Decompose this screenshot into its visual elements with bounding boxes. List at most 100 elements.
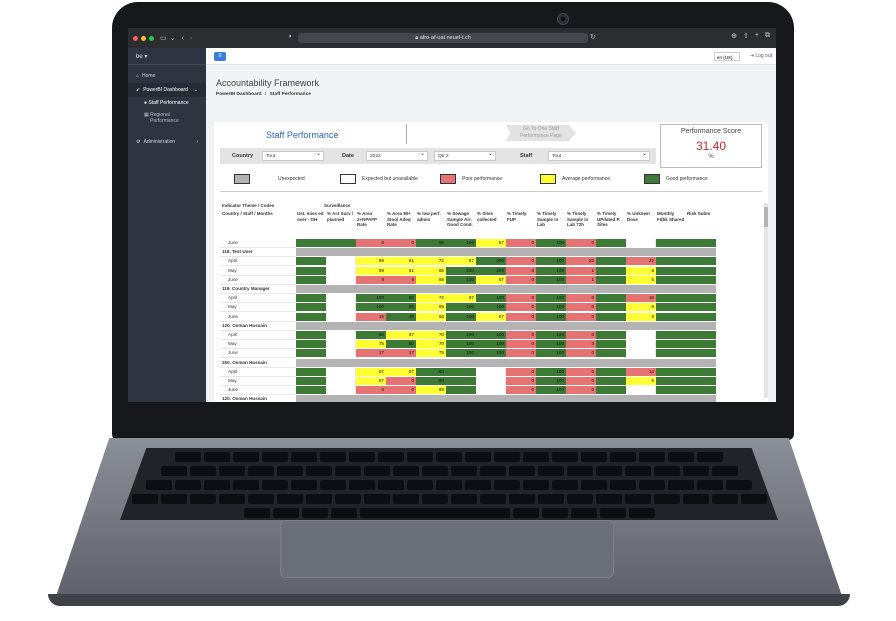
address-bar[interactable]: 🔒︎ afro-af-uat.neuel-t.ch bbox=[298, 33, 588, 43]
matrix-cell[interactable]: 100 bbox=[536, 331, 566, 339]
sidebar-icon[interactable]: ▭ bbox=[160, 35, 167, 42]
matrix-cell[interactable] bbox=[296, 257, 326, 266]
logout-button[interactable]: ⇥ Log out bbox=[750, 53, 772, 59]
matrix-cell[interactable]: 100 bbox=[536, 303, 566, 312]
matrix-cell[interactable] bbox=[326, 312, 356, 321]
sidebar-item-administration[interactable]: ⚙ Administration › bbox=[128, 135, 206, 149]
matrix-cell[interactable] bbox=[686, 239, 716, 247]
matrix-cell[interactable]: 61 bbox=[386, 266, 416, 275]
matrix-cell[interactable]: 0 bbox=[506, 367, 536, 376]
matrix-cell[interactable]: 9 bbox=[356, 275, 386, 284]
matrix-cell[interactable] bbox=[446, 386, 476, 395]
matrix-cell[interactable]: 100 bbox=[446, 303, 476, 312]
matrix-cell[interactable]: 0 bbox=[506, 239, 536, 247]
matrix-cell[interactable] bbox=[596, 349, 626, 358]
matrix-cell[interactable] bbox=[686, 294, 716, 303]
tabs-icon[interactable]: ⧉ bbox=[765, 32, 770, 39]
new-tab-icon[interactable]: + bbox=[754, 32, 759, 39]
matrix-cell[interactable]: 80 bbox=[416, 367, 446, 376]
matrix-cell[interactable]: 0 bbox=[506, 340, 536, 349]
matrix-cell[interactable] bbox=[596, 367, 626, 376]
matrix-cell[interactable] bbox=[656, 367, 686, 376]
matrix-cell[interactable]: 6 bbox=[626, 266, 656, 275]
matrix-cell[interactable] bbox=[656, 294, 686, 303]
matrix-cell[interactable]: 100 bbox=[536, 349, 566, 358]
matrix-cell[interactable]: 0 bbox=[566, 386, 596, 395]
matrix-cell[interactable]: 65 bbox=[416, 266, 446, 275]
matrix-cell[interactable]: 0 bbox=[506, 331, 536, 339]
matrix-cell[interactable] bbox=[596, 303, 626, 312]
matrix-cell[interactable] bbox=[686, 257, 716, 266]
matrix-cell[interactable] bbox=[596, 266, 626, 275]
menu-toggle-button[interactable]: ≡ bbox=[214, 52, 226, 61]
matrix-cell[interactable] bbox=[476, 377, 506, 385]
back-icon[interactable]: ‹ bbox=[181, 34, 184, 42]
matrix-cell[interactable]: 100 bbox=[476, 340, 506, 349]
matrix-cell[interactable]: 100 bbox=[356, 303, 386, 312]
country-select[interactable]: Tout bbox=[262, 150, 324, 161]
matrix-cell[interactable] bbox=[596, 312, 626, 321]
matrix-cell[interactable]: 100 bbox=[536, 340, 566, 349]
matrix-cell[interactable] bbox=[596, 331, 626, 339]
matrix-cell[interactable]: 6 bbox=[626, 303, 656, 312]
matrix-cell[interactable] bbox=[686, 266, 716, 275]
matrix-cell[interactable]: 17 bbox=[356, 349, 386, 358]
matrix-cell[interactable] bbox=[296, 340, 326, 349]
matrix-cell[interactable] bbox=[686, 377, 716, 385]
matrix-cell[interactable]: 59 bbox=[356, 266, 386, 275]
matrix-cell[interactable] bbox=[656, 303, 686, 312]
matrix-cell[interactable] bbox=[596, 239, 626, 247]
matrix-cell[interactable] bbox=[686, 340, 716, 349]
matrix-cell[interactable]: 15 bbox=[356, 312, 386, 321]
matrix-cell[interactable]: 100 bbox=[536, 386, 566, 395]
matrix-cell[interactable]: 100 bbox=[536, 275, 566, 284]
matrix-cell[interactable]: 14 bbox=[626, 367, 656, 376]
matrix-cell[interactable] bbox=[656, 257, 686, 266]
matrix-cell[interactable]: 0 bbox=[386, 239, 416, 247]
matrix-cell[interactable]: 67 bbox=[356, 377, 386, 385]
matrix-cell[interactable]: 100 bbox=[446, 275, 476, 284]
matrix-cell[interactable]: 80 bbox=[386, 303, 416, 312]
matrix-cell[interactable]: 17 bbox=[386, 349, 416, 358]
matrix-cell[interactable] bbox=[296, 331, 326, 339]
download-icon[interactable]: ⊕ bbox=[731, 33, 738, 40]
matrix-cell[interactable]: 0 bbox=[566, 303, 596, 312]
matrix-cell[interactable]: 100 bbox=[446, 331, 476, 339]
matrix-cell[interactable]: 22 bbox=[626, 257, 656, 266]
user-menu[interactable]: be ▾ bbox=[128, 48, 206, 64]
matrix-cell[interactable] bbox=[296, 303, 326, 312]
matrix-cell[interactable] bbox=[326, 275, 356, 284]
matrix-cell[interactable] bbox=[326, 377, 356, 385]
matrix-cell[interactable]: 69 bbox=[416, 386, 446, 395]
matrix-cell[interactable]: 95 bbox=[416, 239, 446, 247]
goto-staff-performance-button[interactable]: Go To One Staff Performance Page bbox=[506, 125, 576, 141]
matrix-cell[interactable]: 38 bbox=[386, 312, 416, 321]
matrix-cell[interactable]: 67 bbox=[476, 312, 506, 321]
matrix-cell[interactable]: 67 bbox=[386, 331, 416, 339]
sidebar-item-staff-performance[interactable]: ● Staff Performance bbox=[128, 97, 206, 109]
matrix-cell[interactable] bbox=[326, 257, 356, 266]
matrix-cell[interactable]: 9 bbox=[386, 275, 416, 284]
maximize-window-button[interactable] bbox=[149, 35, 154, 41]
matrix-cell[interactable] bbox=[656, 275, 686, 284]
matrix-cell[interactable] bbox=[596, 275, 626, 284]
matrix-cell[interactable]: 0 bbox=[506, 303, 536, 312]
matrix-cell[interactable]: 100 bbox=[476, 303, 506, 312]
matrix-cell[interactable]: 67 bbox=[386, 367, 416, 376]
matrix-cell[interactable]: 0 bbox=[566, 312, 596, 321]
matrix-cell[interactable]: 70 bbox=[416, 331, 446, 339]
matrix-cell[interactable] bbox=[326, 386, 356, 395]
matrix-cell[interactable] bbox=[686, 312, 716, 321]
matrix-cell[interactable] bbox=[596, 257, 626, 266]
matrix-cell[interactable]: 100 bbox=[446, 340, 476, 349]
matrix-cell[interactable] bbox=[296, 349, 326, 358]
matrix-cell[interactable] bbox=[656, 239, 686, 247]
matrix-cell[interactable]: 1 bbox=[566, 266, 596, 275]
matrix-cell[interactable] bbox=[326, 303, 356, 312]
matrix-cell[interactable]: 0 bbox=[566, 294, 596, 303]
matrix-cell[interactable] bbox=[596, 294, 626, 303]
sidebar-item-home[interactable]: ⌂ Home bbox=[128, 69, 206, 83]
matrix-cell[interactable] bbox=[326, 239, 356, 247]
matrix-cell[interactable] bbox=[296, 266, 326, 275]
matrix-cell[interactable]: 6 bbox=[626, 377, 656, 385]
